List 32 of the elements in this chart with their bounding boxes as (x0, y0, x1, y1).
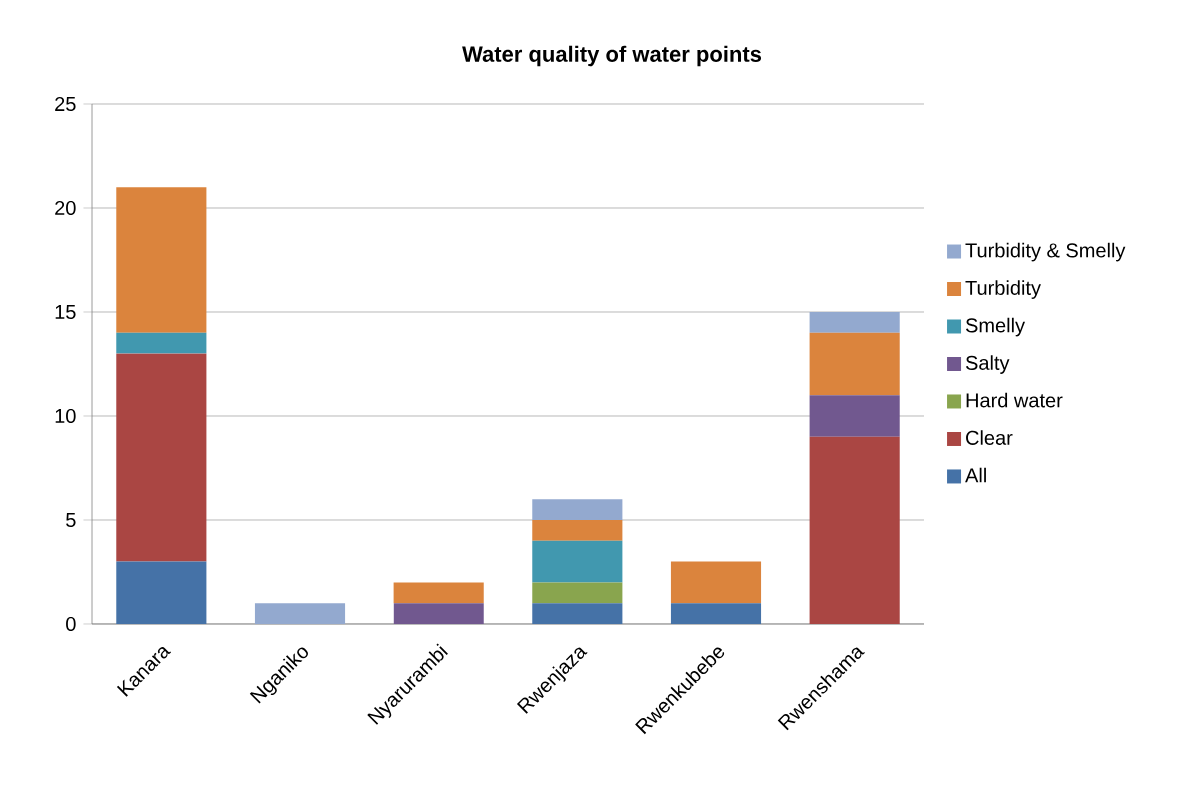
y-tick-label: 0 (66, 616, 76, 632)
y-tick-label: 10 (55, 408, 76, 424)
bar (532, 603, 623, 624)
bar (254, 603, 346, 624)
y-tick-label: 5 (66, 513, 76, 527)
bar (532, 499, 623, 520)
y-tick-label: 15 (55, 305, 76, 319)
bar (809, 436, 900, 624)
legend-label: Smelly (965, 317, 1026, 337)
legend-label: Turbidity & Smelly (965, 242, 1126, 262)
bar (809, 395, 900, 437)
legend-label: Turbidity (965, 280, 1041, 299)
bar (670, 603, 762, 624)
legend-label: Clear (966, 430, 1013, 445)
bar (670, 561, 762, 604)
bar (809, 332, 900, 396)
bar (532, 540, 623, 583)
legend-label: All (965, 467, 986, 483)
bar (532, 519, 623, 541)
bar (116, 561, 207, 624)
bar (809, 311, 900, 333)
bar (116, 187, 207, 333)
legend-label: Salty (965, 355, 1010, 374)
bar (393, 582, 484, 604)
y-tick-label: 25 (55, 96, 76, 112)
bar (116, 332, 207, 354)
bar (393, 603, 484, 624)
y-tick-label: 20 (55, 200, 76, 216)
bar (116, 353, 207, 562)
legend-label: Hard water (966, 392, 1063, 408)
chart-title: Water quality of water points (462, 45, 762, 67)
bar (532, 582, 623, 604)
